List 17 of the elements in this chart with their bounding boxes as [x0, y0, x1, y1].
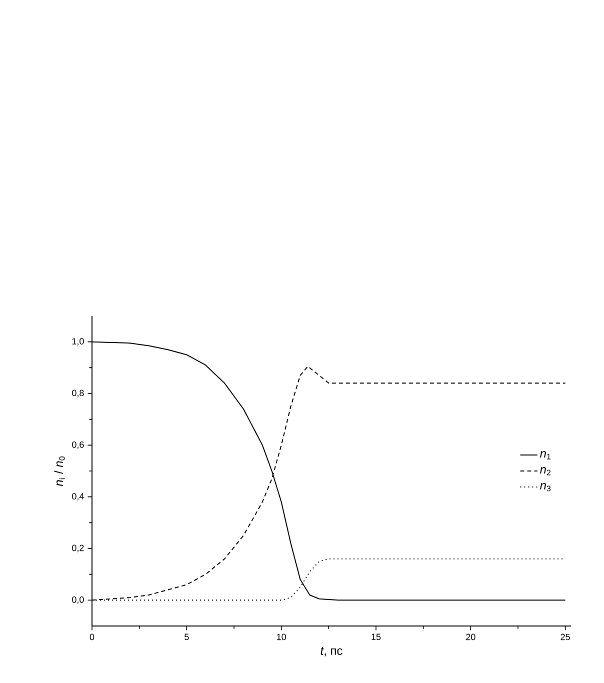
x-tick-label: 0	[90, 634, 94, 640]
y-axis-title: n$_{i}$ / n$_{0}$	[54, 456, 65, 486]
y-tick-label: 0,4	[72, 493, 84, 501]
x-tick-label: 10	[277, 634, 286, 640]
legend-label: n$_{1}$	[540, 451, 551, 460]
y-tick-label: 0,0	[72, 596, 84, 604]
y-tick-label: 1,0	[72, 338, 84, 346]
x-tick-label: 25	[560, 634, 570, 640]
x-tick-label: 20	[466, 634, 476, 640]
x-axis-title: t, пс	[320, 647, 342, 656]
legend-label: n$_{2}$	[540, 467, 551, 476]
y-tick-label: 0,8	[72, 390, 84, 398]
x-tick-label: 5	[184, 634, 189, 640]
y-tick-label: 0,6	[72, 441, 84, 449]
x-tick-label: 15	[372, 634, 381, 640]
legend-label: n$_{3}$	[540, 482, 551, 492]
y-tick-label: 0,2	[72, 544, 84, 552]
